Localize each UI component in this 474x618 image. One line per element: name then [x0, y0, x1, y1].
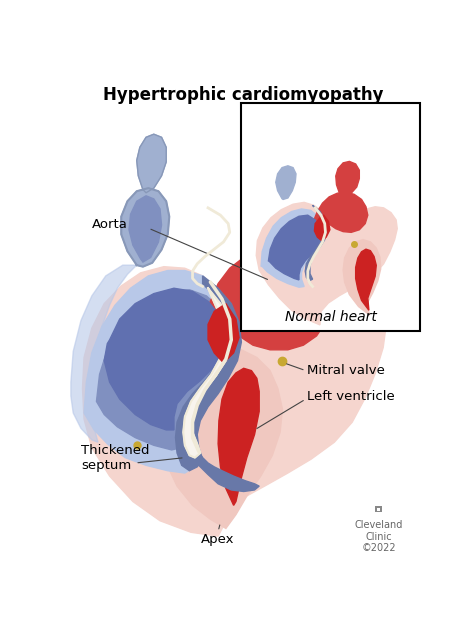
Polygon shape: [249, 172, 311, 258]
Polygon shape: [185, 430, 259, 491]
Polygon shape: [314, 215, 330, 241]
Polygon shape: [218, 368, 259, 506]
Polygon shape: [343, 240, 381, 315]
Polygon shape: [175, 276, 241, 471]
Text: Thickened
septum: Thickened septum: [81, 444, 149, 472]
Text: Apex: Apex: [201, 533, 235, 546]
Bar: [375, 506, 377, 512]
Text: Aorta: Aorta: [92, 218, 128, 231]
Bar: [380, 506, 382, 512]
Bar: [375, 506, 382, 507]
Polygon shape: [356, 249, 376, 310]
Polygon shape: [129, 196, 162, 262]
Text: Left ventricle: Left ventricle: [307, 389, 395, 402]
Polygon shape: [314, 192, 368, 232]
Polygon shape: [121, 188, 169, 266]
Bar: [241, 103, 420, 331]
Polygon shape: [276, 166, 296, 200]
Polygon shape: [96, 290, 228, 450]
Text: Cleveland
Clinic
©2022: Cleveland Clinic ©2022: [355, 520, 403, 553]
Polygon shape: [160, 347, 283, 528]
Polygon shape: [305, 205, 326, 281]
Polygon shape: [82, 266, 386, 536]
Bar: [375, 510, 382, 512]
Polygon shape: [205, 250, 330, 350]
Text: Mitral valve: Mitral valve: [307, 364, 385, 377]
Polygon shape: [268, 215, 321, 280]
Polygon shape: [336, 161, 359, 195]
Polygon shape: [208, 303, 239, 363]
Polygon shape: [71, 265, 137, 442]
Text: Hypertrophic cardiomyopathy: Hypertrophic cardiomyopathy: [103, 87, 383, 104]
Polygon shape: [137, 134, 166, 193]
Polygon shape: [183, 288, 231, 457]
Polygon shape: [256, 202, 397, 325]
Polygon shape: [84, 271, 236, 473]
Polygon shape: [261, 119, 300, 176]
Polygon shape: [104, 288, 226, 430]
Text: Normal heart: Normal heart: [284, 310, 376, 324]
Polygon shape: [261, 209, 325, 287]
